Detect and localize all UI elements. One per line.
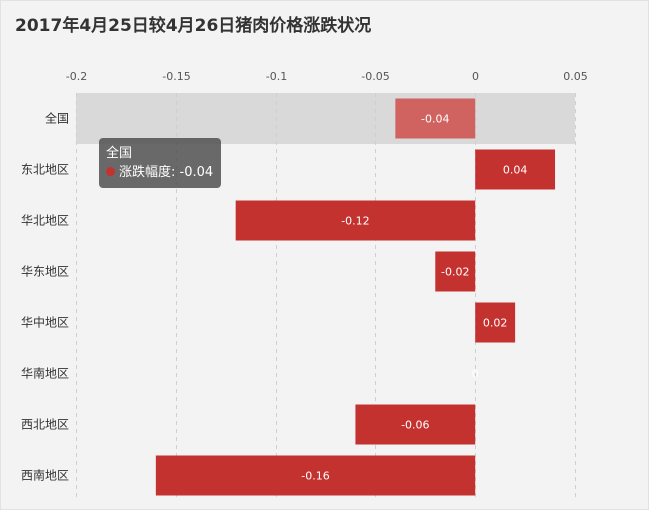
data-label: 0.04 [503, 164, 528, 177]
x-tick-label: -0.05 [361, 70, 389, 83]
bar[interactable] [475, 149, 556, 190]
tooltip-series-label: 涨跌幅度 [119, 165, 172, 180]
category-label: 全国 [45, 111, 69, 126]
chart-title: 2017年4月25日较4月26日猪肉价格涨跌状况 [15, 16, 372, 36]
bar[interactable] [395, 98, 476, 139]
category-label: 西北地区 [21, 418, 69, 432]
x-tick-label: 0.05 [563, 70, 588, 83]
data-label: -0.04 [421, 113, 449, 126]
tooltip-row: 涨跌幅度: -0.04 [106, 163, 213, 182]
data-label: -0.16 [301, 470, 329, 483]
tooltip: 全国 涨跌幅度: -0.04 [99, 138, 222, 188]
category-label: 东北地区 [21, 163, 69, 177]
highlight-band [76, 93, 575, 144]
category-label: 华南地区 [21, 366, 69, 381]
x-axis: -0.2 -0.15 -0.1 -0.05 0 0.05 [66, 70, 588, 83]
bar[interactable] [355, 404, 476, 445]
tooltip-series-dot [106, 167, 115, 176]
x-tick-label: -0.15 [162, 70, 190, 83]
data-labels: -0.04 0.04 -0.12 -0.02 0.02 0 -0.06 -0.16 [301, 113, 527, 483]
data-label: -0.12 [341, 215, 369, 228]
tooltip-value: -0.04 [179, 165, 214, 180]
x-tick-label: -0.1 [266, 70, 287, 83]
x-tick-label: 0 [472, 70, 479, 83]
data-label: -0.06 [401, 419, 429, 432]
bar[interactable] [155, 455, 476, 496]
bar[interactable] [475, 302, 516, 343]
bar[interactable] [435, 251, 476, 292]
data-label: 0.02 [483, 317, 508, 330]
category-label: 西南地区 [21, 468, 69, 483]
bar[interactable] [235, 200, 476, 241]
tooltip-title: 全国 [106, 146, 133, 161]
category-label: 华中地区 [21, 315, 69, 330]
bars [155, 98, 556, 496]
data-label: 0 [472, 368, 479, 381]
category-label: 华北地区 [21, 214, 69, 228]
x-tick-label: -0.2 [66, 70, 87, 83]
data-label: -0.02 [441, 266, 469, 279]
category-label: 华东地区 [21, 265, 69, 279]
tooltip-separator: : [171, 165, 180, 180]
highlight-band-layer [76, 93, 575, 144]
